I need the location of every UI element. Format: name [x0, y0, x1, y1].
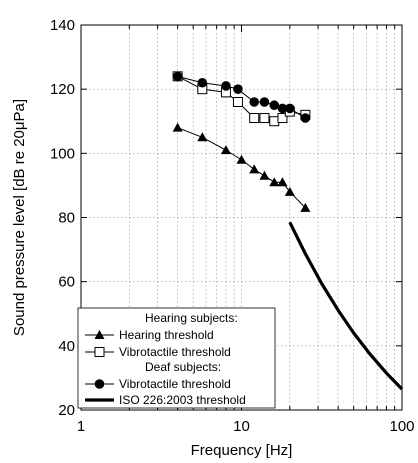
data-point-triangle [269, 177, 280, 187]
legend-label-iso: ISO 226:2003 threshold [119, 393, 246, 407]
x-axis-label: Frequency [Hz] [191, 442, 293, 459]
data-point-circle [269, 100, 280, 111]
data-point-triangle [259, 170, 270, 180]
y-tick-label: 40 [58, 338, 75, 355]
data-point-triangle [172, 122, 183, 132]
data-point-triangle [197, 132, 208, 142]
data-point-triangle [300, 202, 311, 212]
series-layer [172, 71, 404, 391]
series-3 [288, 221, 404, 391]
data-point-square [269, 116, 280, 127]
data-point-square [232, 97, 243, 107]
y-tick-label: 80 [58, 210, 75, 227]
data-point-triangle [236, 154, 247, 164]
y-tick-label: 60 [58, 274, 75, 291]
tick-labels: 1 10 100 20 40 60 80 100 120 140 [50, 17, 415, 435]
legend-group-hearing: Hearing subjects: [145, 311, 238, 325]
series-0 [172, 122, 311, 212]
data-point-circle [300, 113, 311, 123]
series-line [288, 221, 404, 391]
y-tick-label: 140 [50, 17, 75, 34]
legend-box [77, 307, 276, 409]
data-point-triangle [277, 177, 288, 187]
data-point-square [249, 113, 260, 124]
legend-group-deaf: Deaf subjects: [145, 360, 221, 374]
legend-marker-triangle [94, 330, 105, 339]
data-point-triangle [284, 186, 295, 196]
data-point-circle [233, 84, 243, 94]
data-point-circle [221, 81, 231, 91]
series-2 [172, 71, 311, 123]
data-point-circle [259, 97, 270, 107]
y-tick-label: 20 [58, 402, 75, 419]
data-point-circle [172, 71, 183, 82]
data-point-circle [285, 103, 295, 114]
legend-label-vibrotactile-hearing: Vibrotactile threshold [119, 345, 231, 359]
data-point-triangle [249, 164, 260, 174]
series-line [177, 127, 306, 209]
legend: Hearing subjects: Hearing threshold Vibr… [77, 307, 276, 409]
y-tick-label: 100 [50, 145, 75, 162]
legend-marker-square [94, 347, 105, 357]
data-point-circle [277, 103, 288, 114]
x-tick-label: 10 [233, 418, 250, 435]
data-point-circle [249, 97, 260, 107]
data-point-circle [197, 77, 208, 88]
data-point-square [277, 113, 288, 124]
legend-label-vibrotactile-deaf: Vibrotactile threshold [119, 377, 231, 391]
legend-marker-circle [94, 379, 105, 389]
data-point-triangle [220, 145, 231, 155]
y-tick-label: 120 [50, 81, 75, 98]
y-axis-label: Sound pressure level [dB re 20μPa] [11, 99, 28, 336]
legend-label-hearing-threshold: Hearing threshold [119, 328, 214, 342]
data-point-square [259, 113, 270, 124]
x-tick-label: 1 [77, 418, 85, 435]
x-tick-label: 100 [389, 418, 414, 435]
